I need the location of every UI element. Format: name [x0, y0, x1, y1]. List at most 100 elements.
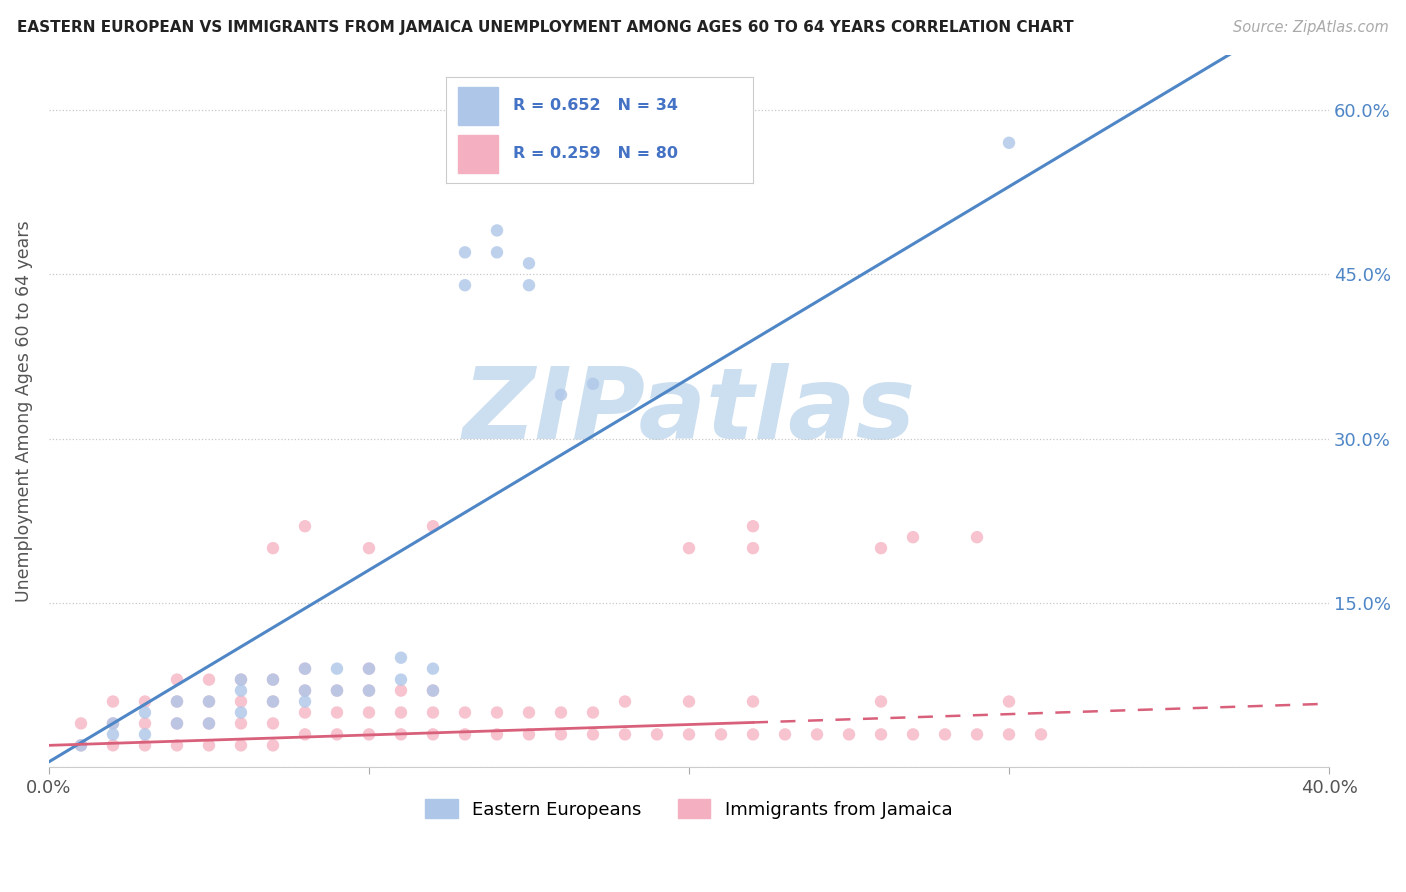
Point	[229, 706, 252, 720]
Text: EASTERN EUROPEAN VS IMMIGRANTS FROM JAMAICA UNEMPLOYMENT AMONG AGES 60 TO 64 YEA: EASTERN EUROPEAN VS IMMIGRANTS FROM JAMA…	[17, 20, 1074, 35]
Point	[454, 727, 477, 741]
Point	[454, 278, 477, 293]
Point	[454, 706, 477, 720]
Point	[134, 694, 156, 708]
Point	[326, 706, 349, 720]
Point	[389, 650, 412, 665]
Point	[422, 706, 444, 720]
Point	[517, 256, 540, 270]
Point	[806, 727, 828, 741]
Point	[70, 716, 93, 731]
Point	[901, 530, 924, 544]
Point	[742, 694, 765, 708]
Point	[422, 727, 444, 741]
Point	[742, 541, 765, 556]
Point	[101, 694, 124, 708]
Point	[294, 694, 316, 708]
Point	[101, 739, 124, 753]
Point	[710, 727, 733, 741]
Point	[262, 541, 284, 556]
Point	[517, 727, 540, 741]
Point	[294, 683, 316, 698]
Point	[262, 694, 284, 708]
Point	[966, 530, 988, 544]
Point	[934, 727, 956, 741]
Point	[198, 694, 221, 708]
Point	[870, 694, 893, 708]
Point	[198, 694, 221, 708]
Point	[262, 739, 284, 753]
Point	[742, 519, 765, 533]
Point	[198, 716, 221, 731]
Point	[101, 716, 124, 731]
Point	[101, 727, 124, 741]
Point	[742, 727, 765, 741]
Point	[198, 739, 221, 753]
Point	[422, 683, 444, 698]
Point	[198, 673, 221, 687]
Point	[678, 727, 700, 741]
Point	[678, 694, 700, 708]
Point	[422, 519, 444, 533]
Point	[70, 739, 93, 753]
Text: ZIPatlas: ZIPatlas	[463, 363, 915, 459]
Point	[262, 694, 284, 708]
Point	[294, 683, 316, 698]
Point	[262, 673, 284, 687]
Point	[678, 541, 700, 556]
Point	[550, 727, 572, 741]
Point	[294, 727, 316, 741]
Point	[326, 683, 349, 698]
Point	[326, 662, 349, 676]
Point	[614, 727, 637, 741]
Point	[485, 727, 508, 741]
Point	[166, 694, 188, 708]
Point	[229, 739, 252, 753]
Point	[422, 662, 444, 676]
Point	[1029, 727, 1052, 741]
Point	[485, 706, 508, 720]
Point	[294, 662, 316, 676]
Point	[901, 727, 924, 741]
Point	[998, 694, 1021, 708]
Point	[294, 706, 316, 720]
Point	[294, 519, 316, 533]
Point	[229, 673, 252, 687]
Point	[517, 706, 540, 720]
Point	[357, 727, 380, 741]
Point	[229, 694, 252, 708]
Point	[357, 683, 380, 698]
Point	[550, 706, 572, 720]
Point	[262, 716, 284, 731]
Point	[166, 739, 188, 753]
Point	[773, 727, 796, 741]
Point	[357, 541, 380, 556]
Point	[294, 662, 316, 676]
Point	[870, 727, 893, 741]
Point	[198, 716, 221, 731]
Point	[550, 388, 572, 402]
Point	[134, 706, 156, 720]
Point	[582, 376, 605, 391]
Point	[422, 683, 444, 698]
Point	[357, 662, 380, 676]
Point	[134, 739, 156, 753]
Point	[357, 706, 380, 720]
Point	[134, 727, 156, 741]
Point	[389, 673, 412, 687]
Point	[517, 278, 540, 293]
Point	[582, 727, 605, 741]
Point	[454, 245, 477, 260]
Point	[645, 727, 668, 741]
Point	[166, 673, 188, 687]
Point	[870, 541, 893, 556]
Point	[326, 683, 349, 698]
Point	[389, 727, 412, 741]
Point	[485, 223, 508, 237]
Point	[134, 716, 156, 731]
Point	[998, 136, 1021, 150]
Point	[262, 673, 284, 687]
Point	[485, 245, 508, 260]
Point	[614, 694, 637, 708]
Point	[229, 683, 252, 698]
